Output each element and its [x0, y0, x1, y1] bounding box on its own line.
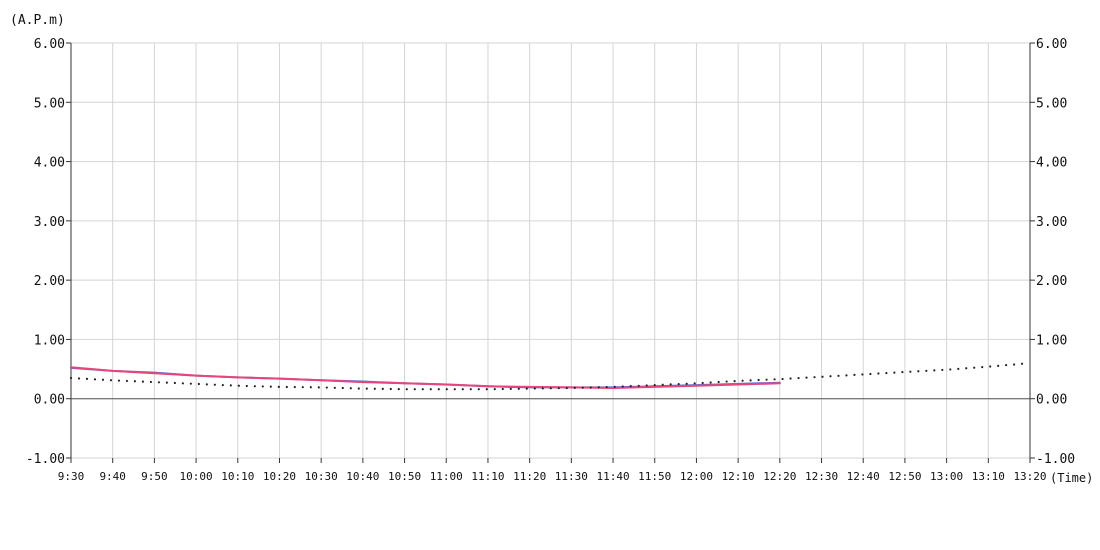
x-tick-label: 10:30 — [305, 470, 338, 483]
y-tick-label-left: 2.00 — [34, 274, 65, 289]
tick-labels: -1.00 -1.00 0.00 0.00 1.00 1.00 2.00 2.00 3.00 3.… — [26, 37, 1075, 483]
y-tick-label-right: 4.00 — [1036, 156, 1067, 171]
y-tick-label-left: 5.00 — [34, 96, 65, 111]
y-tick-label-right: 0.00 — [1036, 393, 1067, 408]
y-tick-label-right: 6.00 — [1036, 37, 1067, 52]
series-line-2 — [70, 366, 781, 389]
y-tick-label-left: 4.00 — [34, 156, 65, 171]
x-tick-label: 10:10 — [221, 470, 254, 483]
x-tick-label: 13:10 — [972, 470, 1005, 483]
x-tick-label: 10:20 — [263, 470, 296, 483]
x-tick-label: 13:00 — [930, 470, 963, 483]
series-line-3 — [69, 362, 1032, 391]
axes — [66, 42, 1035, 463]
y-tick-label-left: 3.00 — [34, 215, 65, 230]
y-tick-label-right: 3.00 — [1036, 215, 1067, 230]
y-tick-label-left: 0.00 — [34, 393, 65, 408]
grid — [70, 42, 1031, 459]
x-tick-label: 10:00 — [180, 470, 213, 483]
x-tick-label: 12:40 — [847, 470, 880, 483]
x-tick-label: 11:00 — [430, 470, 463, 483]
x-tick-label: 12:10 — [722, 470, 755, 483]
series-group — [69, 362, 1032, 391]
x-tick-label: 12:30 — [805, 470, 838, 483]
x-tick-label: 11:20 — [513, 470, 546, 483]
y-tick-label-left: 6.00 — [34, 37, 65, 52]
x-tick-label: 9:50 — [141, 470, 168, 483]
y-tick-label-right: 2.00 — [1036, 274, 1067, 289]
x-tick-label: 10:50 — [388, 470, 421, 483]
x-tick-label: 9:30 — [58, 470, 85, 483]
y-tick-label-right: 1.00 — [1036, 333, 1067, 348]
x-tick-label: 11:50 — [638, 470, 671, 483]
y-axis-unit-label: (A.P.m) — [10, 13, 65, 28]
x-axis-unit-label: (Time) — [1050, 471, 1093, 485]
x-tick-label: 11:10 — [471, 470, 504, 483]
x-tick-label: 13:20 — [1013, 470, 1046, 483]
x-tick-label: 12:00 — [680, 470, 713, 483]
x-tick-label: 9:40 — [99, 470, 126, 483]
y-tick-label-right: 5.00 — [1036, 96, 1067, 111]
y-tick-label-right: -1.00 — [1036, 452, 1075, 467]
x-tick-label: 12:20 — [763, 470, 796, 483]
x-tick-label: 12:50 — [888, 470, 921, 483]
x-tick-label: 11:30 — [555, 470, 588, 483]
y-tick-label-left: 1.00 — [34, 333, 65, 348]
y-tick-label-left: -1.00 — [26, 452, 65, 467]
x-tick-label: 10:40 — [346, 470, 379, 483]
x-tick-label: 11:40 — [596, 470, 629, 483]
